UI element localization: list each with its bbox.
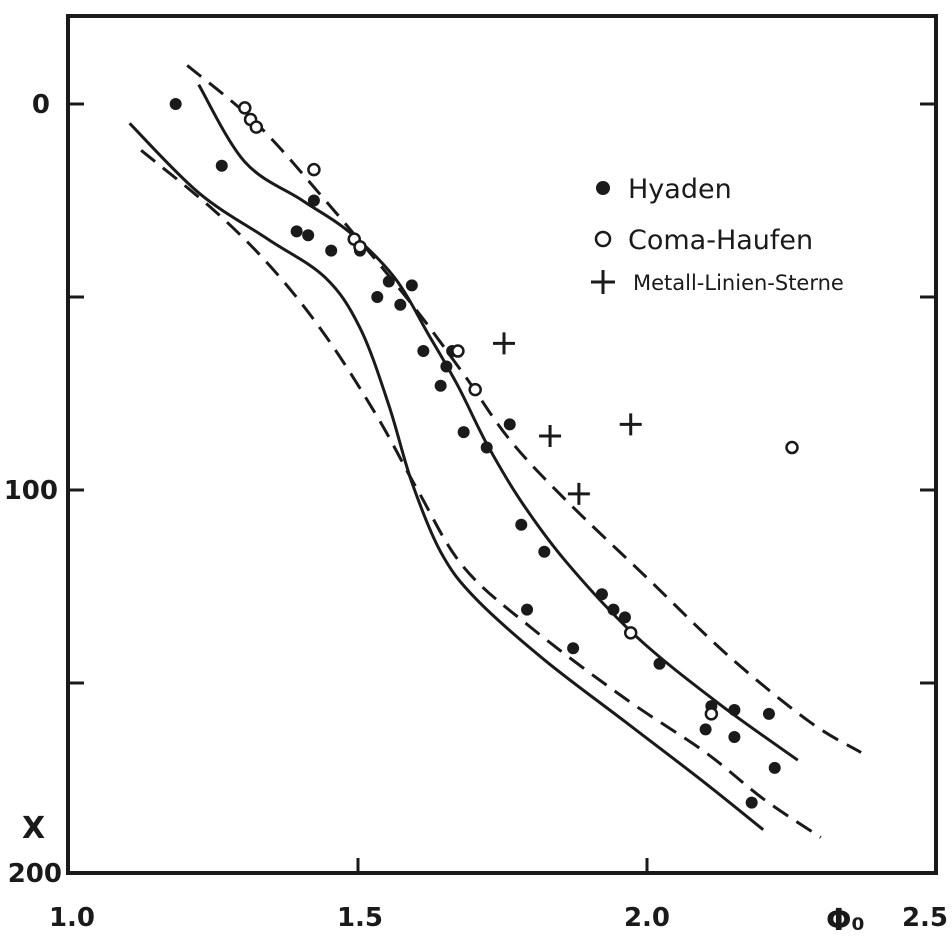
y-tick-label: 200 [8,859,62,889]
coma-haufen-point [704,707,719,721]
hyaden-point [457,426,470,439]
hyaden-point [417,345,430,358]
coma-haufen-point [468,382,482,397]
x-tick-marks [356,858,649,873]
x-axis-label: Φ₀ [826,903,865,938]
coma-haufen-point [623,626,638,640]
plot-frame [66,14,938,875]
coma-haufen-point [238,101,252,115]
hyaden-point [653,657,666,670]
hyaden-point [302,229,315,242]
y-tick-marks [68,102,936,685]
metall-linien-sterne-point [493,332,515,355]
hyaden-point [515,518,528,531]
hyaden-point [618,611,631,624]
hyaden-point [762,707,775,720]
hyaden-point [503,418,516,431]
hyaden-point [538,545,551,558]
hyaden-point [394,298,407,311]
hyaden-point [728,731,741,744]
x-tick-label: 2.0 [624,903,670,933]
legend-label: Metall-Linien-Sterne [633,271,844,295]
hyaden-point [169,98,182,110]
hyaden-point [434,379,447,392]
solid-curve-0 [197,83,799,762]
hyaden-point [768,761,781,774]
x-tick-label: 1.0 [49,903,95,933]
hyaden-point [480,441,493,454]
hyaden-point [699,723,712,736]
legend: Hyaden Coma-Haufen Metall-Linien-Sterne [591,174,844,295]
metall-linien-sterne-point [619,413,642,436]
coma-haufen-point [353,240,367,254]
hyaden-point [325,244,338,257]
coma-haufen-point [307,162,321,177]
metall-linien-sterne-point [539,424,562,447]
coma-haufen-point [785,440,799,455]
legend-marker-open [594,230,612,248]
hyaden-point [595,588,608,601]
hyaden-point [567,642,580,655]
curves [128,64,862,839]
dashed-curve-3 [140,149,822,839]
hyaden-point [405,279,418,292]
metall-linien-sterne-point [567,482,590,505]
y-tick-label: 100 [4,476,58,506]
y-tick-label: 0 [32,90,50,120]
hyaden-point [371,291,384,303]
hyaden-point [745,796,758,809]
hyaden-point [440,360,453,373]
hyaden-point [215,159,228,172]
coma-haufen-point [249,120,264,134]
y-axis-label: X [22,811,45,846]
coma-haufen-point [451,344,465,358]
hyaden-point [290,225,303,238]
dashed-curve-2 [186,64,862,754]
x-tick-label: 2.5 [902,903,948,933]
legend-label: Coma-Haufen [628,225,813,256]
legend-marker-plus [591,270,615,294]
legend-marker-filled [596,181,610,195]
legend-label: Hyaden [628,174,732,205]
hyaden-point [382,275,395,288]
hyaden-point [521,603,534,616]
x-tick-label: 1.5 [337,903,383,933]
hyaden-point [607,603,620,616]
hyaden-point [307,194,320,207]
data-points [169,98,799,809]
hyaden-point [728,704,741,717]
